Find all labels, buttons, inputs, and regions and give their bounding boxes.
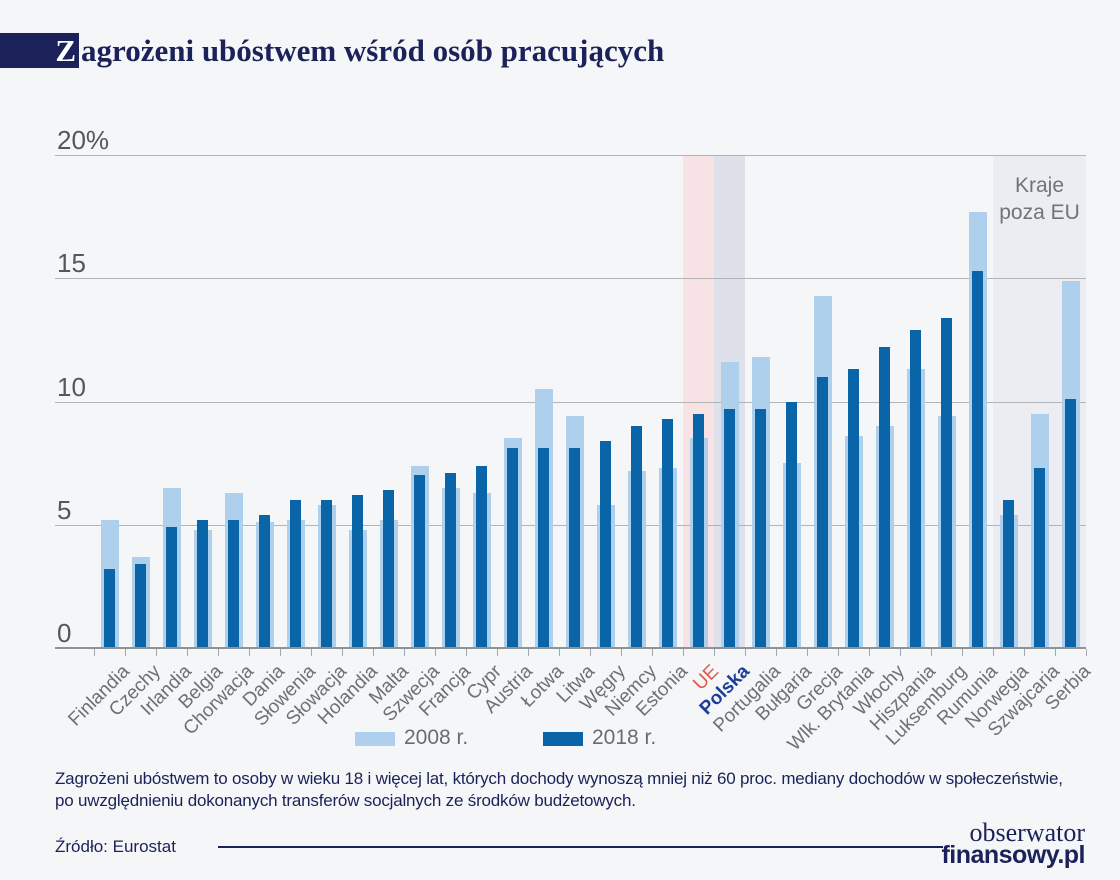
- x-axis-tick: [869, 649, 870, 656]
- x-axis-tick: [249, 649, 250, 656]
- x-axis-tick: [280, 649, 281, 656]
- bar-2018r-Polska: [724, 408, 735, 648]
- bar-2018r-Węgry: [600, 440, 611, 648]
- legend-label-2018: 2018 r.: [592, 726, 657, 749]
- y-axis-label-5: 5: [57, 494, 72, 525]
- x-axis-tick: [745, 649, 746, 656]
- bar-2018r-Austria: [507, 448, 518, 648]
- bar-2018r-Finlandia: [104, 569, 115, 648]
- x-axis-tick: [497, 649, 498, 656]
- x-axis-tick: [528, 649, 529, 656]
- x-axis-tick: [342, 649, 343, 656]
- x-axis-tick: [187, 649, 188, 656]
- bar-2018r-Niemcy: [631, 426, 642, 648]
- x-axis-tick: [466, 649, 467, 656]
- brand-logo-top: obserwator: [969, 818, 1085, 847]
- legend-swatch-2018: [543, 732, 583, 746]
- y-axis-label-0: 0: [57, 618, 72, 648]
- bar-2018r-Czechy: [135, 564, 146, 648]
- x-axis-tick: [621, 649, 622, 656]
- bar-2018r-Norwegia: [1003, 500, 1014, 648]
- x-axis-tick: [590, 649, 591, 656]
- bar-2018r-Rumunia: [972, 270, 983, 648]
- x-axis-tick: [652, 649, 653, 656]
- title-first-letter: Z: [55, 33, 76, 68]
- source-divider-line: [218, 846, 943, 848]
- bar-2018r-Łotwa: [538, 448, 549, 648]
- non-eu-band-label: Kraje poza EU: [999, 174, 1080, 224]
- bar-2018r-Słowacja: [321, 500, 332, 648]
- x-axis-tick: [1024, 649, 1025, 656]
- bar-2018r-Bułgaria: [786, 401, 797, 648]
- x-axis-tick: [373, 649, 374, 656]
- legend-swatch-2008: [355, 732, 395, 746]
- bar-2018r-Szwajcaria: [1034, 468, 1045, 648]
- bar-2018r-Belgia: [197, 519, 208, 648]
- x-axis-line: [55, 647, 1086, 649]
- bar-2018r-Francja: [445, 472, 456, 648]
- bar-2018r-Włochy: [879, 347, 890, 648]
- page-title: agrożeni ubóstwem wśród osób pracujących: [81, 33, 665, 68]
- bar-2018r-Hiszpania: [910, 330, 921, 648]
- x-axis-tick: [559, 649, 560, 656]
- bar-2018r-Portugalia: [755, 408, 766, 648]
- gridline-10: [55, 401, 1086, 403]
- bar-2018r-Estonia: [662, 418, 673, 648]
- x-axis-tick: [1086, 649, 1087, 656]
- footnote: Zagrożeni ubóstwem to osoby w wieku 18 i…: [55, 768, 1100, 812]
- bar-2018r-Szwecja: [414, 475, 425, 648]
- y-axis-label-10: 10: [57, 371, 86, 402]
- gridline-15: [55, 278, 1086, 280]
- footnote-line-2: po uwzględnieniu dokonanych transferów s…: [55, 791, 636, 810]
- bar-2018r-Luksemburg: [941, 317, 952, 648]
- x-axis-tick: [931, 649, 932, 656]
- x-axis-tick: [1055, 649, 1056, 656]
- title-highlight-block: Z: [0, 33, 79, 68]
- legend-label-2008: 2008 r.: [404, 726, 469, 749]
- bar-2018r-Chorwacja: [228, 519, 239, 648]
- x-axis-tick: [776, 649, 777, 656]
- x-axis-tick: [962, 649, 963, 656]
- brand-logo-bottom: finansowy.pl: [941, 841, 1085, 869]
- source-label: Źródło: Eurostat: [55, 837, 176, 856]
- footnote-line-1: Zagrożeni ubóstwem to osoby w wieku 18 i…: [55, 769, 1063, 788]
- bar-2018r-Cypr: [476, 465, 487, 648]
- bar-2018r-Wlk. Brytania: [848, 369, 859, 648]
- x-axis-tick: [404, 649, 405, 656]
- bar-2018r-Dania: [259, 514, 270, 648]
- x-axis-tick: [435, 649, 436, 656]
- x-axis-tick: [94, 649, 95, 656]
- y-axis-label-20: 20%: [57, 125, 110, 155]
- x-axis-tick: [125, 649, 126, 656]
- x-axis-tick: [714, 649, 715, 656]
- brand-logo: obserwator finansowy.pl: [941, 818, 1085, 869]
- x-axis-tick: [218, 649, 219, 656]
- x-axis-tick: [683, 649, 684, 656]
- x-axis-tick: [156, 649, 157, 656]
- bar-2018r-Holandia: [352, 495, 363, 648]
- x-axis-tick: [807, 649, 808, 656]
- x-axis-tick: [900, 649, 901, 656]
- y-axis-label-15: 15: [57, 248, 86, 279]
- bar-2018r-Irlandia: [166, 527, 177, 648]
- bar-2018r-Litwa: [569, 448, 580, 648]
- x-axis-tick: [311, 649, 312, 656]
- gridline-20: [55, 155, 1086, 156]
- bar-2018r-Serbia: [1065, 399, 1076, 648]
- bar-2018r-UE: [693, 413, 704, 648]
- x-axis-tick: [838, 649, 839, 656]
- bar-2018r-Słowenia: [290, 500, 301, 648]
- bar-2018r-Malta: [383, 490, 394, 648]
- x-axis-tick: [993, 649, 994, 656]
- bar-2018r-Grecja: [817, 376, 828, 648]
